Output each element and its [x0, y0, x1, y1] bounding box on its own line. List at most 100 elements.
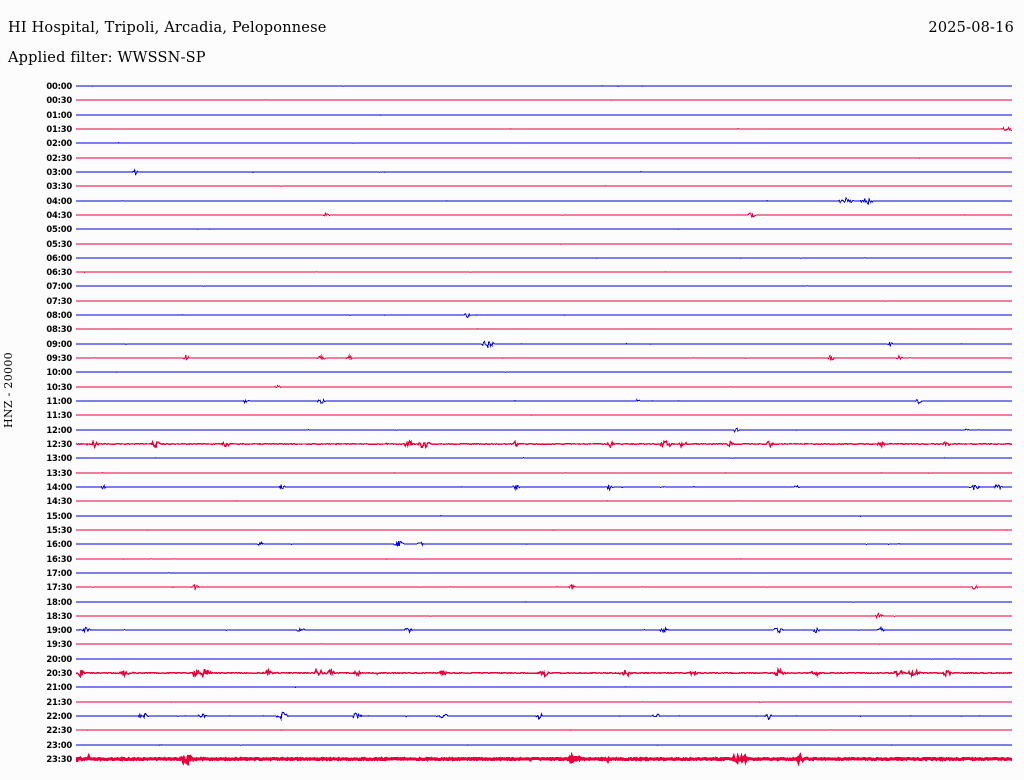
- trace-time-label: 01:00: [46, 109, 72, 120]
- trace-time-label: 11:00: [46, 396, 72, 407]
- trace-time-label: 12:00: [46, 424, 72, 435]
- trace-time-label: 18:00: [46, 596, 72, 607]
- trace-time-label: 02:00: [46, 138, 72, 149]
- seismic-trace: [76, 700, 1012, 703]
- seismic-trace: [76, 196, 1012, 205]
- seismic-trace: [76, 743, 1012, 746]
- trace-time-label: 19:30: [46, 639, 72, 650]
- seismic-trace: [76, 483, 1012, 492]
- seismic-trace: [76, 353, 1012, 361]
- helicorder-trace-row: 02:00: [0, 139, 1024, 153]
- helicorder-trace-row: 06:00: [0, 252, 1024, 268]
- helicorder-trace-row: 14:00: [0, 481, 1024, 497]
- trace-time-label: 21:30: [46, 696, 72, 707]
- helicorder-trace-row: 22:30: [0, 726, 1024, 740]
- trace-time-label: 13:30: [46, 467, 72, 478]
- helicorder-trace-row: 10:00: [0, 368, 1024, 382]
- helicorder-trace-row: 20:00: [0, 654, 1024, 669]
- trace-time-label: 03:30: [46, 181, 72, 192]
- seismic-trace: [76, 427, 1012, 433]
- seismic-trace: [76, 185, 1012, 188]
- helicorder-trace-row: 18:00: [0, 596, 1024, 612]
- seismic-trace: [76, 312, 1012, 319]
- helicorder-trace-row: 00:00: [0, 82, 1024, 96]
- trace-time-label: 06:00: [46, 252, 72, 263]
- helicorder-trace-row: 18:30: [0, 610, 1024, 626]
- seismic-trace: [76, 156, 1012, 159]
- seismic-trace: [76, 529, 1012, 531]
- seismic-trace: [76, 285, 1012, 288]
- seismic-trace: [76, 572, 1012, 574]
- helicorder-trace-row: 08:30: [0, 325, 1024, 339]
- trace-time-label: 17:30: [46, 582, 72, 593]
- trace-time-label: 23:30: [46, 754, 72, 765]
- trace-time-label: 10:00: [46, 367, 72, 378]
- seismic-trace: [76, 85, 1012, 87]
- trace-time-label: 00:00: [46, 81, 72, 91]
- trace-time-label: 18:30: [46, 610, 72, 621]
- helicorder-trace-row: 14:30: [0, 497, 1024, 511]
- helicorder-trace-row: 23:30: [0, 751, 1024, 769]
- helicorder-trace-row: 17:00: [0, 567, 1024, 583]
- helicorder-trace-row: 22:00: [0, 711, 1024, 726]
- trace-time-label: 14:00: [46, 481, 72, 492]
- helicorder-trace-row: 04:30: [0, 210, 1024, 225]
- trace-time-label: 01:30: [46, 123, 72, 134]
- trace-time-label: 15:00: [46, 510, 72, 521]
- seismic-trace: [76, 600, 1012, 603]
- trace-time-label: 08:00: [46, 310, 72, 321]
- trace-time-label: 16:00: [46, 539, 72, 550]
- helicorder-plot-area: 00:00 00:30 01:00 01:30 02:00 02:30 03:00 03:30…: [0, 82, 1024, 772]
- helicorder-trace-row: 11:30: [0, 411, 1024, 425]
- seismic-trace: [76, 340, 1012, 348]
- seismic-trace: [76, 299, 1012, 302]
- trace-time-label: 20:30: [46, 668, 72, 679]
- trace-time-label: 08:30: [46, 324, 72, 335]
- trace-time-label: 10:30: [46, 381, 72, 392]
- seismic-trace: [76, 384, 1012, 388]
- trace-time-label: 13:00: [46, 453, 72, 464]
- trace-time-label: 07:00: [46, 281, 72, 292]
- helicorder-trace-row: 16:30: [0, 553, 1024, 569]
- seismic-trace: [76, 228, 1012, 231]
- seismic-trace: [76, 371, 1012, 374]
- helicorder-trace-row: 13:30: [0, 467, 1024, 483]
- seismic-trace: [76, 666, 1012, 679]
- helicorder-trace-row: 00:30: [0, 96, 1024, 110]
- seismic-trace: [76, 514, 1012, 517]
- helicorder-trace-row: 05:30: [0, 238, 1024, 254]
- helicorder-trace-row: 11:00: [0, 397, 1024, 411]
- trace-time-label: 16:30: [46, 553, 72, 564]
- helicorder-trace-row: 15:30: [0, 524, 1024, 540]
- helicorder-trace-row: 09:00: [0, 339, 1024, 354]
- trace-time-label: 04:00: [46, 195, 72, 206]
- trace-time-label: 03:00: [46, 166, 72, 177]
- seismic-trace: [76, 414, 1012, 417]
- helicorder-trace-row: 21:30: [0, 696, 1024, 712]
- trace-time-label: 05:30: [46, 238, 72, 249]
- seismic-trace: [76, 500, 1012, 503]
- helicorder-trace-row: 01:00: [0, 109, 1024, 125]
- trace-time-label: 15:30: [46, 524, 72, 535]
- helicorder-trace-row: 07:00: [0, 282, 1024, 296]
- helicorder-trace-row: 19:00: [0, 626, 1024, 640]
- trace-time-label: 17:00: [46, 567, 72, 578]
- seismic-trace: [76, 398, 1012, 405]
- seismic-trace: [76, 457, 1012, 460]
- seismic-trace: [76, 751, 1012, 767]
- seismic-trace: [76, 99, 1012, 102]
- seismic-trace: [76, 328, 1012, 331]
- seismic-trace: [76, 626, 1012, 635]
- trace-time-label: 09:30: [46, 353, 72, 364]
- seismic-trace: [76, 211, 1012, 218]
- seismic-trace: [76, 643, 1012, 646]
- trace-time-label: 06:30: [46, 267, 72, 278]
- helicorder-trace-row: 15:00: [0, 510, 1024, 526]
- helicorder-trace-row: 04:00: [0, 195, 1024, 211]
- trace-time-label: 19:00: [46, 625, 72, 636]
- seismic-trace: [76, 557, 1012, 560]
- helicorder-trace-row: 16:00: [0, 540, 1024, 554]
- seismic-trace: [76, 167, 1012, 176]
- trace-time-label: 12:30: [46, 439, 72, 449]
- trace-time-label: 11:30: [46, 410, 72, 421]
